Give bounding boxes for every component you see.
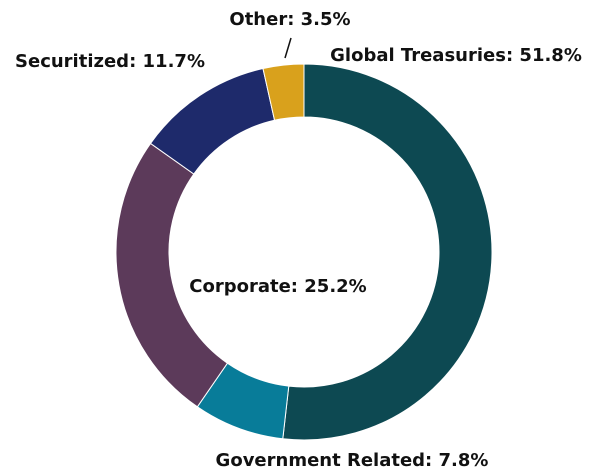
slice-label: Global Treasuries: 51.8% bbox=[330, 45, 582, 66]
slice-label: Corporate: 25.2% bbox=[189, 276, 366, 297]
slice-label: Other: 3.5% bbox=[229, 9, 350, 30]
leader-line bbox=[284, 37, 292, 59]
slice-label: Securitized: 11.7% bbox=[15, 51, 205, 72]
donut-slice bbox=[262, 63, 305, 121]
slice-label: Government Related: 7.8% bbox=[216, 450, 489, 469]
donut-slice bbox=[282, 63, 493, 441]
